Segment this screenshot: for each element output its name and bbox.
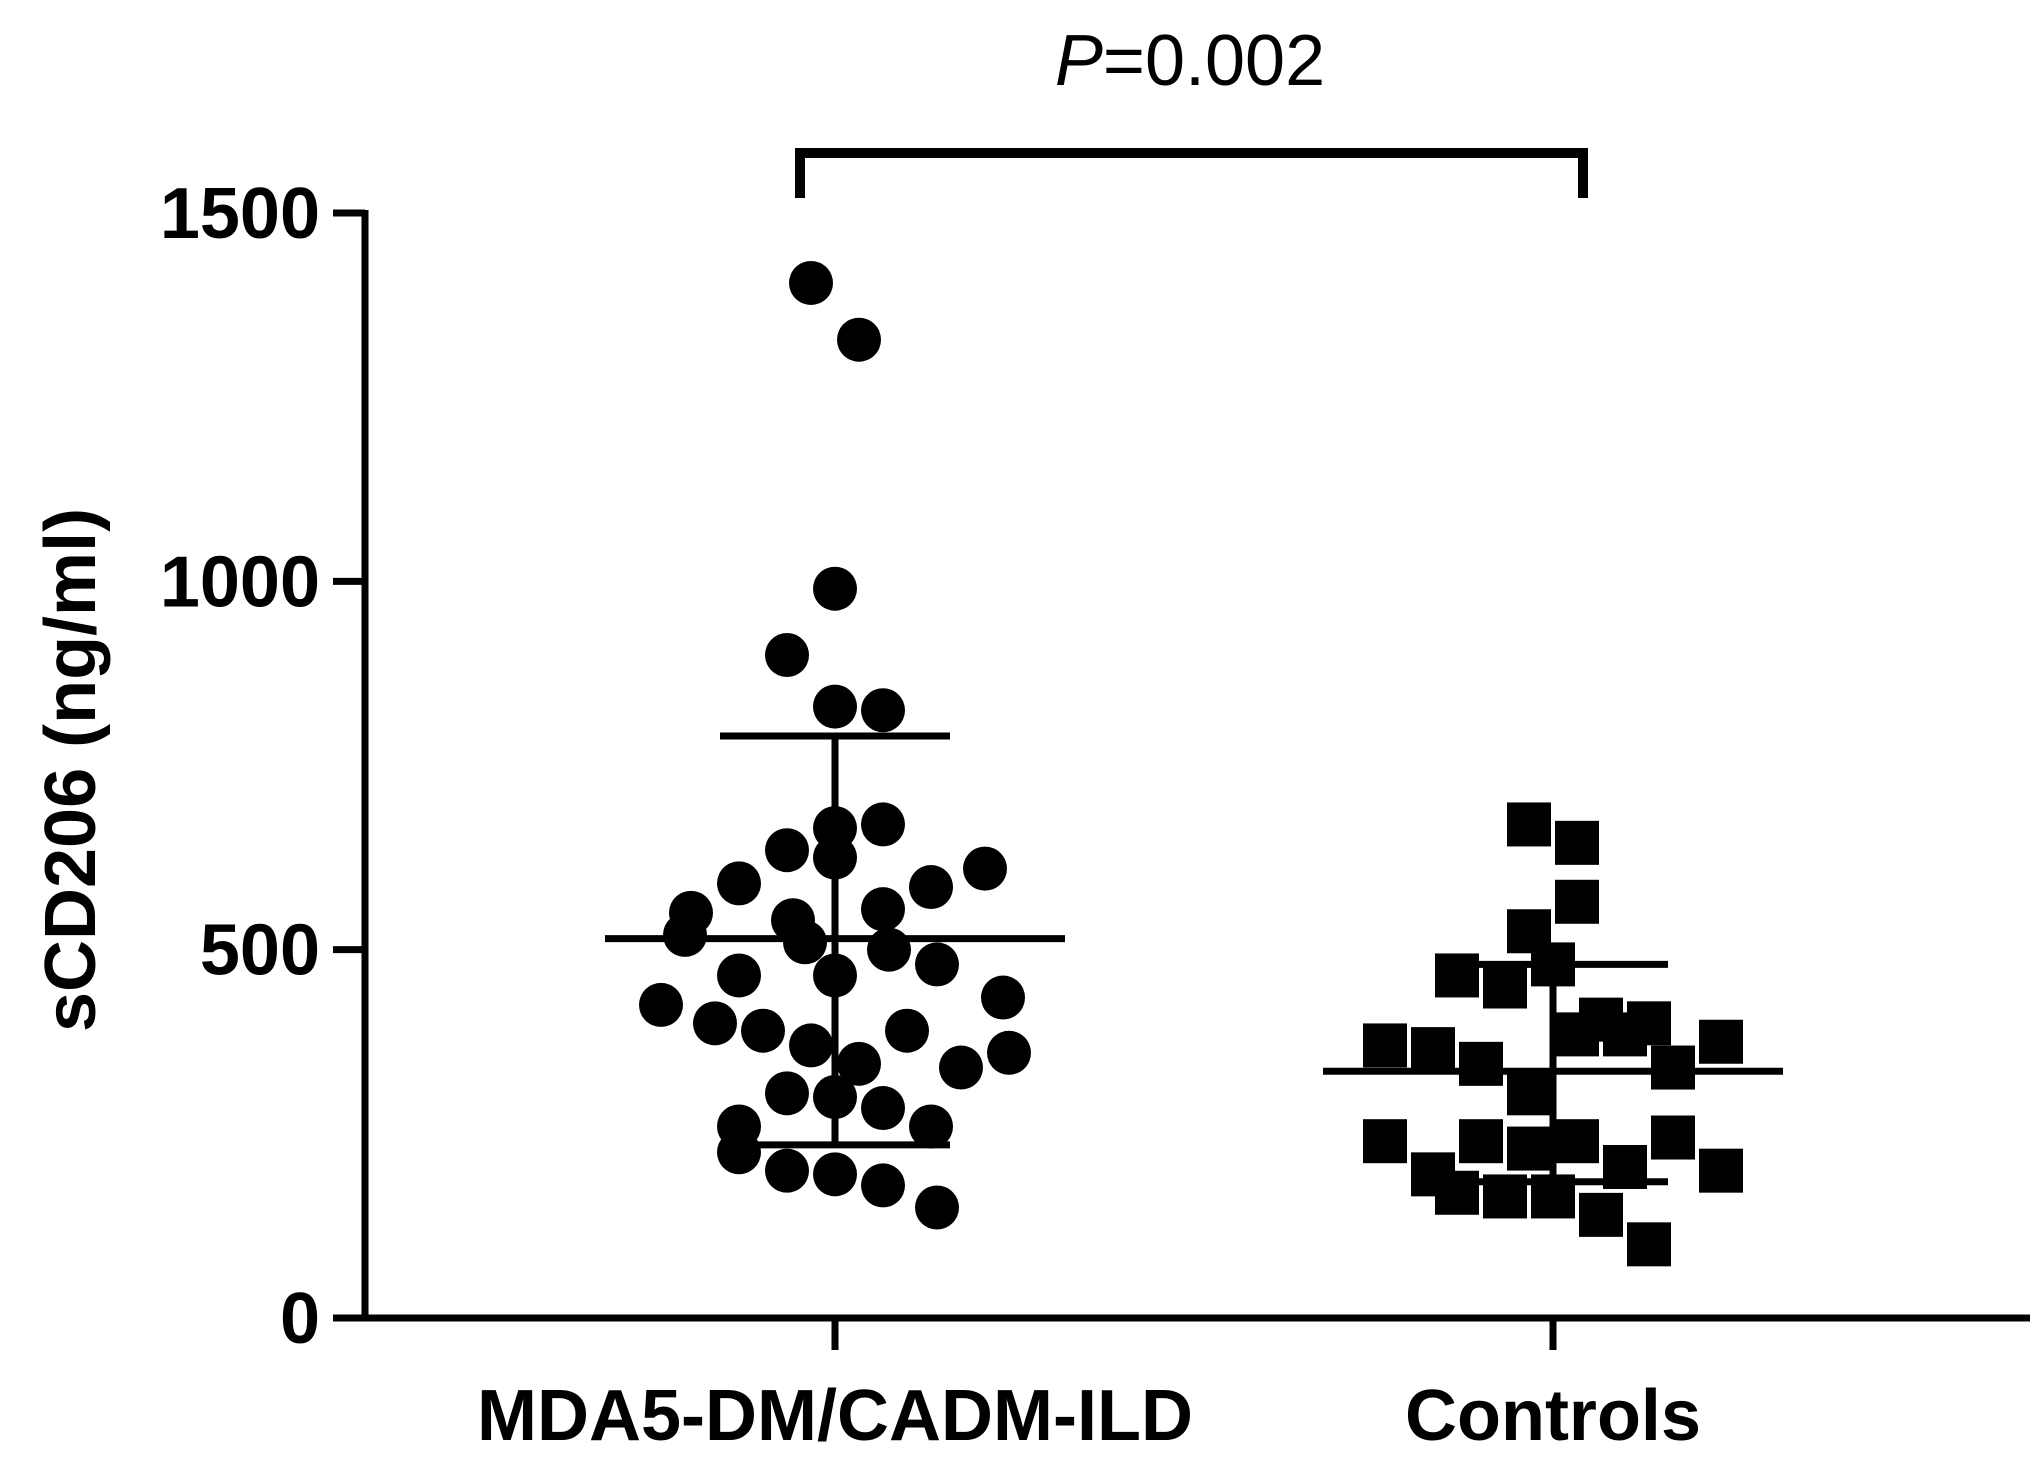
data-point-circle (861, 802, 905, 847)
data-point-circle (717, 861, 761, 906)
data-point-circle (909, 865, 953, 910)
data-point-circle (765, 828, 809, 873)
data-point-square (1651, 1045, 1695, 1090)
data-point-circle (915, 1185, 959, 1230)
y-tick-label: 1500 (160, 174, 320, 254)
data-point-circle (639, 982, 683, 1027)
data-point-circle (861, 1086, 905, 1131)
data-point-circle (783, 920, 827, 965)
data-point-square (1555, 820, 1599, 865)
data-point-square (1483, 964, 1527, 1009)
data-point-square (1699, 1148, 1743, 1193)
y-tick-label: 1000 (160, 542, 320, 622)
significance-bracket (795, 148, 1588, 198)
data-point-circle (909, 1104, 953, 1149)
data-point-square (1627, 1001, 1671, 1046)
data-point-square (1555, 1119, 1599, 1164)
data-point-square (1459, 1041, 1503, 1086)
data-point-square (1507, 1071, 1551, 1116)
x-tick-label: MDA5-DM/CADM-ILD (477, 1376, 1193, 1456)
data-point-square (1363, 1023, 1407, 1068)
data-point-square (1507, 1126, 1551, 1171)
data-point-square (1411, 1027, 1455, 1072)
data-point-circle (765, 1148, 809, 1193)
data-point-circle (813, 684, 857, 729)
data-point-square (1699, 1019, 1743, 1064)
data-point-circle (963, 846, 1007, 891)
y-tick-label: 500 (200, 911, 320, 991)
data-point-square (1507, 802, 1551, 847)
data-point-square (1555, 879, 1599, 924)
y-axis-label: sCD206 (ng/ml) (31, 508, 111, 1032)
data-point-square (1435, 1170, 1479, 1215)
data-point-square (1627, 1222, 1671, 1267)
data-point-circle (693, 1001, 737, 1046)
data-point-circle (867, 927, 911, 972)
data-point-circle (765, 633, 809, 677)
data-point-circle (885, 1008, 929, 1053)
data-point-circle (663, 912, 707, 957)
data-point-circle (861, 887, 905, 932)
data-point-circle (789, 1023, 833, 1068)
data-point-circle (837, 1041, 881, 1086)
data-point-circle (861, 1163, 905, 1208)
data-point-circle (789, 260, 833, 305)
data-point-square (1435, 953, 1479, 998)
x-tick-label: Controls (1405, 1376, 1701, 1456)
data-point-circle (939, 1045, 983, 1090)
data-point-circle (765, 1071, 809, 1116)
data-point-circle (861, 688, 905, 733)
p-symbol: P (1055, 21, 1103, 101)
data-point-square (1579, 1192, 1623, 1237)
data-point-circle (813, 1152, 857, 1197)
data-point-square (1459, 1119, 1503, 1164)
data-point-square (1651, 1115, 1695, 1160)
data-point-circle (837, 317, 881, 362)
data-point-circle (915, 942, 959, 987)
data-point-square (1363, 1119, 1407, 1164)
data-point-circle (717, 953, 761, 998)
significance-label: P=0.002 (1055, 21, 1325, 101)
data-point-circle (813, 566, 857, 611)
data-point-circle (987, 1030, 1031, 1075)
data-point-circle (741, 1008, 785, 1053)
y-tick-label: 0 (280, 1279, 320, 1359)
data-point-circle (717, 1130, 761, 1175)
data-point-circle (981, 975, 1025, 1020)
p-value: =0.002 (1103, 21, 1325, 101)
